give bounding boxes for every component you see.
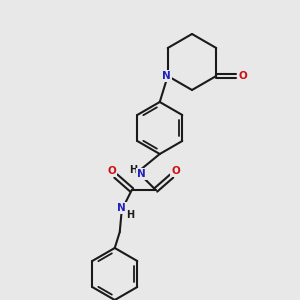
- Text: O: O: [107, 166, 116, 176]
- Text: N: N: [117, 203, 126, 213]
- Text: N: N: [137, 169, 146, 179]
- Text: H: H: [129, 165, 137, 175]
- Text: O: O: [171, 166, 180, 176]
- Text: N: N: [162, 71, 171, 81]
- Text: O: O: [239, 71, 248, 81]
- Text: H: H: [126, 210, 134, 220]
